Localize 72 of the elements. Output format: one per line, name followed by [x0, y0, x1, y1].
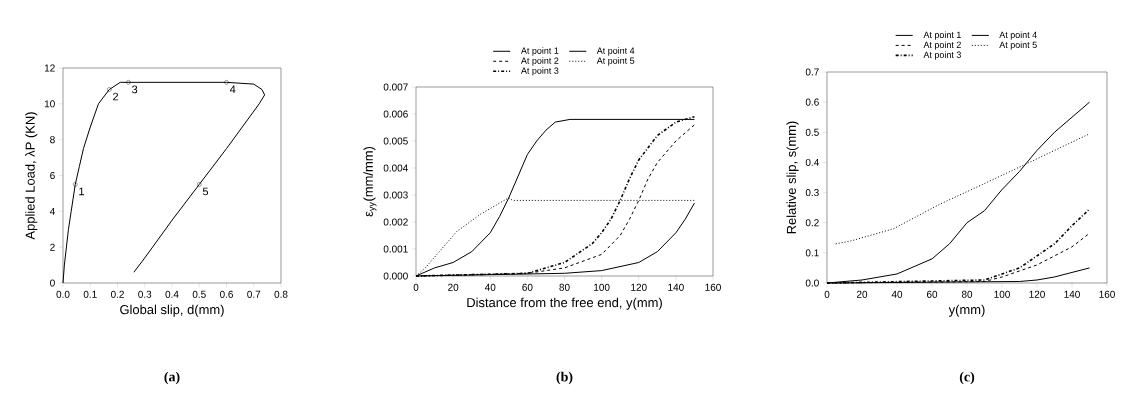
legend-label: At point 5 — [999, 41, 1037, 50]
x-tick-label: 0.8 — [274, 290, 288, 298]
legend-label: At point 5 — [596, 57, 635, 66]
x-tick-label: 20 — [856, 290, 868, 298]
x-tick-label: 0.5 — [192, 290, 206, 298]
x-tick-label: 0 — [824, 290, 830, 298]
y-tick-label: 4 — [49, 207, 55, 215]
x-axis-title: y(mm) — [948, 304, 985, 317]
y-tick-label: 0.003 — [383, 191, 408, 199]
x-tick-label: 80 — [559, 283, 570, 291]
x-tick-label: 140 — [668, 283, 684, 291]
y-tick-label: 0.2 — [805, 219, 819, 227]
y-tick-label: 0.005 — [383, 137, 408, 145]
y-tick-label: 0.004 — [383, 164, 408, 172]
annotation: 2 — [113, 92, 119, 101]
x-tick-label: 100 — [994, 290, 1010, 298]
x-tick-label: 0.1 — [83, 290, 97, 298]
legend-label: At point 1 — [520, 47, 559, 56]
text: (a) — [164, 371, 180, 385]
x-tick-label: 120 — [1029, 290, 1045, 298]
y-tick-label: 12 — [44, 64, 55, 72]
x-axis-title: Global slip, d(mm) — [120, 304, 224, 317]
y-tick-label: 6 — [50, 171, 55, 180]
y-tick-label: 0.000 — [383, 272, 408, 280]
y-tick-label: 0.5 — [805, 128, 819, 136]
x-tick-label: 0.3 — [138, 290, 152, 298]
legend-label: At point 4 — [999, 31, 1037, 40]
y-axis-title: Relative slip, s(mm) — [786, 121, 799, 234]
annotation: 1 — [79, 187, 85, 196]
y-tick-label: 0.7 — [805, 68, 819, 76]
y-tick-label: 0.4 — [805, 158, 819, 166]
x-axis-title: Distance from the free end, y(mm) — [467, 297, 662, 310]
y-tick-label: 0.1 — [805, 249, 819, 257]
text: (b) — [556, 371, 573, 385]
x-tick-label: 40 — [484, 283, 496, 291]
legend-label: At point 4 — [596, 47, 635, 56]
x-tick-label: 0.7 — [247, 290, 261, 298]
legend-label: At point 2 — [923, 41, 961, 50]
x-tick-label: 80 — [961, 290, 973, 298]
y-tick-label: 0.002 — [383, 218, 408, 226]
y-tick-label: 0.007 — [383, 83, 408, 91]
x-tick-label: 40 — [891, 290, 903, 298]
y-tick-label: 8 — [50, 136, 55, 144]
x-tick-label: 0.6 — [219, 290, 233, 298]
legend-label: At point 3 — [923, 51, 961, 60]
x-tick-label: 0.0 — [56, 290, 70, 298]
legend-label: At point 1 — [923, 31, 961, 40]
text: (c) — [959, 371, 975, 385]
x-tick-label: 100 — [594, 283, 610, 291]
x-tick-label: 120 — [631, 283, 647, 291]
y-tick-label: 0.6 — [805, 98, 819, 106]
y-axis-title: ε$_{yy}$(mm/mm) — [363, 146, 377, 217]
y-tick-label: 0.006 — [383, 110, 408, 118]
x-tick-label: 20 — [448, 283, 459, 291]
y-tick-label: 2 — [50, 243, 55, 251]
annotation: 4 — [229, 85, 236, 94]
y-axis-title: Applied Load, λP (KN) — [25, 112, 38, 240]
x-tick-label: 60 — [522, 283, 533, 291]
y-tick-label: 0.001 — [383, 245, 408, 253]
x-tick-label: 0.2 — [110, 290, 124, 298]
x-tick-label: 160 — [1099, 290, 1115, 298]
legend-label: At point 3 — [520, 67, 559, 76]
x-tick-label: 160 — [705, 283, 721, 291]
y-tick-label: 10 — [44, 100, 55, 108]
y-tick-label: 0.3 — [805, 189, 819, 197]
annotation: 3 — [132, 85, 138, 94]
x-tick-label: 0 — [413, 283, 419, 291]
x-tick-label: 60 — [926, 290, 938, 298]
x-tick-label: 140 — [1064, 290, 1080, 298]
annotation: 5 — [202, 187, 209, 196]
legend-label: At point 2 — [520, 57, 559, 66]
x-tick-label: 0.4 — [165, 290, 179, 298]
